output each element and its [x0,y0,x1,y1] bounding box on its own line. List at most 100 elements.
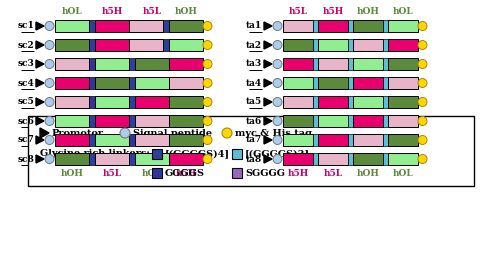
Bar [135,58,169,70]
Bar [163,39,169,51]
Bar [55,153,89,165]
Circle shape [273,22,282,31]
Bar [283,77,313,89]
Text: ta1: ta1 [246,22,262,31]
Polygon shape [264,98,272,106]
Text: h5H: h5H [288,170,308,179]
Circle shape [120,128,130,138]
Text: h5L: h5L [324,170,342,179]
Bar [55,96,89,108]
Bar [383,58,388,70]
Circle shape [418,78,427,87]
Bar [283,153,313,165]
Text: sc8: sc8 [17,154,34,163]
Bar [169,96,203,108]
Circle shape [418,60,427,69]
Bar [318,153,348,165]
Bar [89,153,95,165]
Text: sc7: sc7 [17,135,34,144]
Bar [348,96,353,108]
Text: h5H: h5H [322,6,344,15]
Text: h5H: h5H [176,170,197,179]
Circle shape [45,154,54,163]
Polygon shape [40,128,49,138]
Bar [152,149,162,159]
Circle shape [273,154,282,163]
Polygon shape [36,22,44,30]
Bar [313,96,318,108]
Text: ta2: ta2 [246,41,262,50]
Text: hOL: hOL [392,170,413,179]
Text: Signal peptide: Signal peptide [133,128,212,137]
Bar [169,39,203,51]
Text: hOL: hOL [392,6,413,15]
Bar [129,20,163,32]
Polygon shape [36,41,44,49]
Polygon shape [264,117,272,125]
Bar [383,20,388,32]
Bar [169,58,203,70]
Polygon shape [36,60,44,68]
Circle shape [45,116,54,125]
Bar [55,58,89,70]
Text: h5L: h5L [102,170,122,179]
Circle shape [45,97,54,106]
Text: h5H: h5H [102,6,122,15]
Text: [(GGGGS)3]: [(GGGGS)3] [245,150,310,159]
Bar [348,153,353,165]
Text: h5L: h5L [142,6,162,15]
Bar [135,96,169,108]
Bar [313,77,318,89]
Bar [283,39,313,51]
Text: Promotor: Promotor [52,128,104,137]
Polygon shape [36,155,44,163]
Text: ta3: ta3 [246,60,262,69]
Bar [318,20,348,32]
Bar [353,20,383,32]
Circle shape [45,22,54,31]
Bar [318,58,348,70]
Bar [283,115,313,127]
Circle shape [273,60,282,69]
Circle shape [418,97,427,106]
Bar [283,134,313,146]
Bar [283,58,313,70]
Text: ta6: ta6 [246,116,262,125]
Bar [129,58,135,70]
Bar [283,20,313,32]
Bar [89,77,95,89]
Polygon shape [264,155,272,163]
Circle shape [418,154,427,163]
Bar [169,115,203,127]
Bar [353,134,383,146]
Circle shape [203,60,212,69]
Bar [169,77,203,89]
Bar [318,39,348,51]
Polygon shape [36,98,44,106]
Bar [95,58,129,70]
Bar [89,134,95,146]
Circle shape [418,22,427,31]
Bar [388,153,418,165]
Bar [95,96,129,108]
Bar [55,115,89,127]
Bar [135,134,169,146]
Text: hOH: hOH [60,170,84,179]
Bar [353,39,383,51]
Bar [135,153,169,165]
Circle shape [418,41,427,50]
Bar [388,134,418,146]
Bar [232,168,242,178]
Bar [169,134,203,146]
Text: sc4: sc4 [17,78,34,87]
Bar [55,134,89,146]
Bar [348,58,353,70]
Text: hOH: hOH [174,6,198,15]
Circle shape [45,135,54,144]
Circle shape [222,128,232,138]
Bar [348,39,353,51]
Bar [348,134,353,146]
Text: Glycine rich linkers;: Glycine rich linkers; [40,150,150,159]
Bar [95,153,129,165]
Bar [129,153,135,165]
